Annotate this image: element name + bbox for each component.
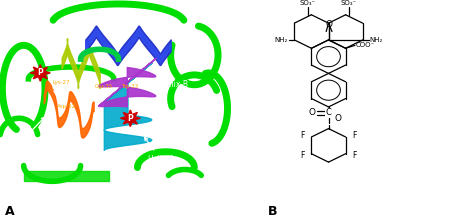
Text: Helix-C: Helix-C: [7, 117, 45, 147]
Text: O: O: [334, 114, 341, 123]
Text: NH₂: NH₂: [274, 37, 287, 43]
Text: A: A: [5, 205, 14, 218]
Text: B: B: [268, 205, 277, 218]
Text: Helix-D: Helix-D: [17, 23, 100, 42]
Text: SO₃⁻: SO₃⁻: [300, 0, 316, 6]
Text: P: P: [37, 68, 43, 78]
Text: P: P: [128, 114, 133, 123]
Text: F: F: [300, 131, 304, 140]
Text: F: F: [353, 131, 357, 140]
Text: F: F: [353, 151, 357, 160]
Text: Helix-A: Helix-A: [145, 137, 174, 164]
Text: Asp-52: Asp-52: [57, 104, 76, 109]
Polygon shape: [120, 110, 140, 127]
Polygon shape: [30, 65, 50, 81]
Text: SO₃⁻: SO₃⁻: [341, 0, 357, 6]
Text: Helix-B: Helix-B: [154, 80, 188, 90]
Text: Trp-33: Trp-33: [121, 84, 138, 89]
Text: C: C: [326, 108, 331, 117]
Text: Glu-35: Glu-35: [95, 84, 113, 89]
Text: Lys-27: Lys-27: [52, 80, 70, 85]
Text: COO⁻: COO⁻: [356, 42, 375, 48]
Text: NH₂: NH₂: [370, 37, 383, 43]
Text: O: O: [325, 20, 332, 29]
Text: O: O: [309, 108, 316, 117]
Text: F: F: [300, 151, 304, 160]
